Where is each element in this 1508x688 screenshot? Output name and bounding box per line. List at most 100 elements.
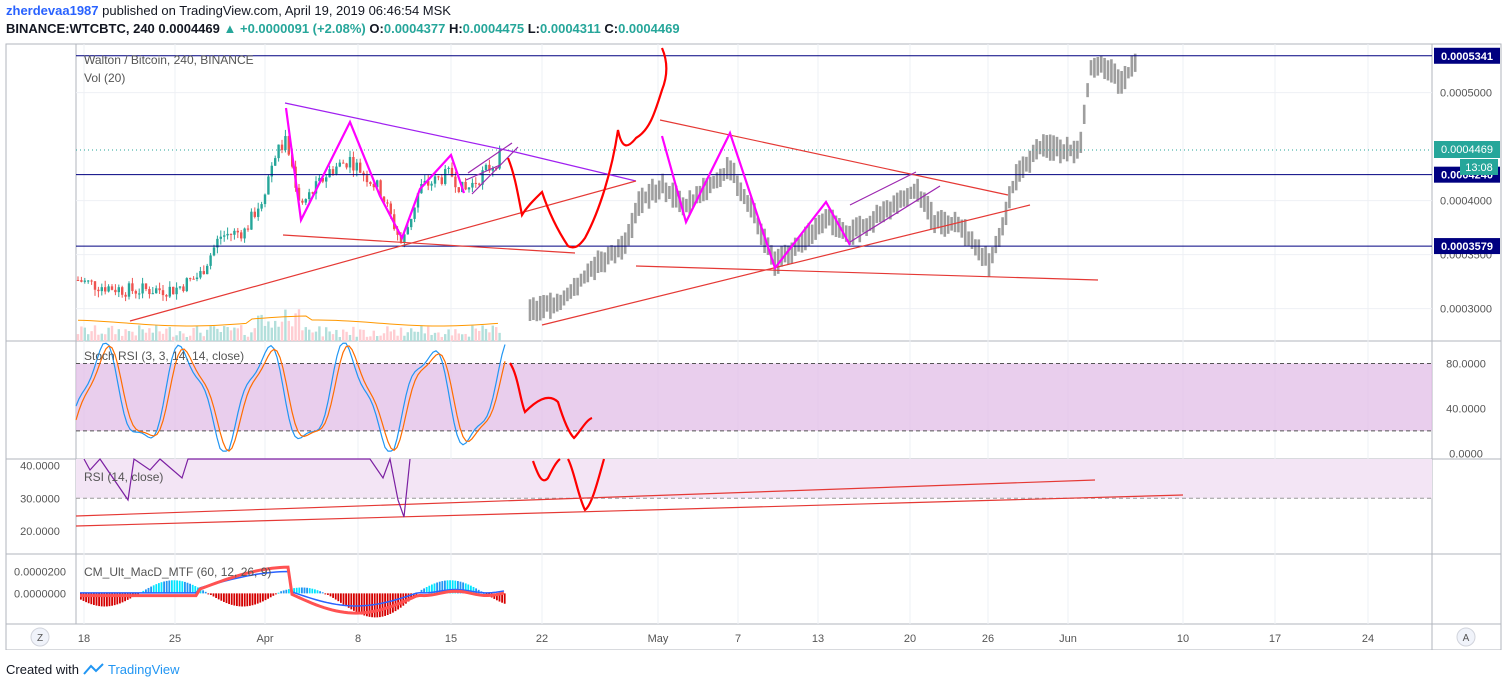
volume-bar [243, 334, 246, 341]
candle-body [121, 287, 124, 295]
macd-hist-bar [301, 587, 303, 594]
projected-bar [974, 239, 977, 256]
volume-bar [325, 327, 328, 341]
projected-bar [994, 235, 998, 254]
candle-body [212, 247, 216, 256]
candle-body [148, 289, 151, 295]
candle-body [399, 234, 403, 243]
candle-body [155, 288, 158, 294]
macd-hist-bar [160, 582, 163, 594]
auto-scale-button[interactable] [1456, 627, 1476, 647]
projected-bar [742, 189, 746, 205]
macd-hist-bar [498, 593, 501, 602]
volume-bar [76, 334, 80, 341]
projected-bar [688, 190, 692, 214]
projected-bar [916, 178, 919, 202]
volume-bar [420, 325, 423, 341]
macd-hist-bar [379, 593, 381, 618]
macd-hist-bar [282, 590, 285, 594]
candle-body [433, 176, 437, 184]
projected-bar [634, 202, 637, 224]
projected-bars [528, 53, 1137, 322]
x-tick-label: 20 [904, 633, 916, 645]
projected-bar [906, 188, 909, 207]
candle-body [202, 271, 205, 275]
projected-bar [892, 195, 896, 213]
macd-hist-bar [394, 593, 397, 612]
timezone-button[interactable] [30, 627, 50, 647]
macd-hist-bar [212, 593, 215, 597]
timezone-button-label: Z [37, 633, 43, 644]
candle-body [406, 227, 409, 235]
candle-body [229, 233, 233, 235]
price-tick-label: 0.0004000 [1440, 196, 1492, 208]
volume-bar [478, 330, 481, 341]
macd-hist-bar [454, 580, 457, 594]
candle-body [457, 187, 460, 193]
macd-hist-bar [425, 587, 428, 594]
author-link[interactable]: zherdevaa1987 [6, 3, 99, 18]
volume-bar [263, 325, 267, 341]
projected-bar [923, 192, 926, 212]
projected-bar [705, 178, 709, 201]
macd-hist-bar [402, 593, 405, 606]
candle-body [345, 163, 348, 168]
volume-bar [168, 327, 171, 341]
tradingview-link[interactable]: TradingView [108, 662, 180, 677]
x-tick-label: 24 [1362, 633, 1374, 645]
horizontal-levels [76, 55, 1432, 247]
macd-hist-bar [462, 582, 464, 594]
volume-bar [484, 328, 488, 341]
macd-hist-bar [186, 582, 189, 594]
volume-bar [134, 335, 137, 341]
volume-bar [376, 336, 379, 341]
volume-bar [148, 328, 151, 341]
volume-bar [284, 309, 287, 341]
candle-body [386, 202, 389, 204]
macd-hist-bar [145, 589, 147, 594]
candle-body [355, 162, 358, 171]
macd-hist-bar [441, 581, 444, 594]
projected-bar [882, 201, 885, 223]
volume-bar [127, 331, 131, 341]
candle-body [141, 283, 144, 294]
projected-bar [776, 248, 780, 274]
projected-bar [895, 192, 899, 214]
candle-body [318, 177, 321, 182]
projected-bar [1055, 136, 1059, 157]
projected-bar [657, 180, 661, 200]
macd-hist-bar [470, 585, 472, 594]
candle-body [172, 286, 175, 295]
candle-body [325, 177, 328, 182]
macd-hist-bar [246, 593, 249, 607]
candle-body [304, 199, 307, 203]
projected-bar [623, 232, 627, 254]
candle-body [410, 218, 413, 228]
candle-body [165, 295, 168, 297]
macd-hist-bar [376, 593, 379, 618]
macd-hist-bar [176, 580, 178, 594]
macd-hist-bar [90, 593, 93, 605]
projected-bar [732, 162, 736, 184]
projected-bar [919, 191, 923, 208]
volume-bar [124, 329, 127, 341]
projected-bar [926, 195, 930, 220]
volume-bar [416, 331, 420, 341]
macd-hist-bar [347, 593, 350, 608]
projected-bar [763, 228, 766, 253]
projected-bar [661, 173, 664, 194]
projected-bar [790, 242, 794, 264]
macd-hist-bar [389, 593, 392, 614]
volume-bar [342, 329, 345, 341]
macd-hist-bar [405, 593, 407, 604]
tradingview-logo-icon [82, 662, 108, 677]
candle-body [416, 193, 420, 208]
projected-bar [1123, 65, 1127, 90]
x-tick-label: 13 [812, 633, 824, 645]
x-tick-label: Jun [1059, 633, 1077, 645]
candle-body [209, 255, 212, 266]
candle-body [372, 183, 375, 188]
volume-bar [114, 334, 117, 341]
candle-body [158, 288, 161, 291]
